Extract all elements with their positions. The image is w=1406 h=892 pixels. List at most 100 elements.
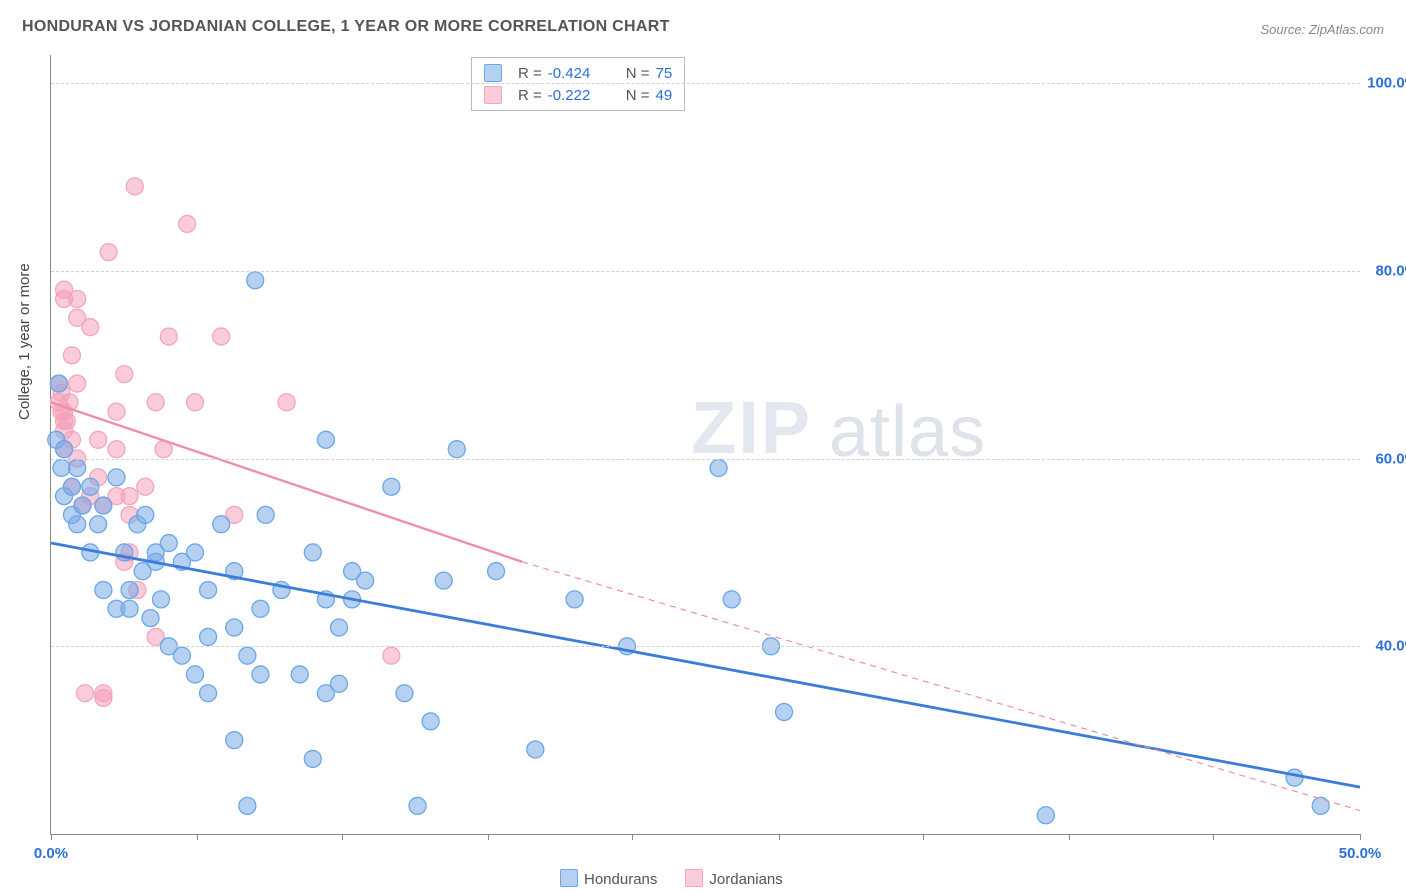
source-name: ZipAtlas.com <box>1309 22 1384 37</box>
x-tick <box>197 834 198 840</box>
scatter-point <box>90 431 107 448</box>
bottom-swatch-jordanians <box>685 869 703 887</box>
scatter-point <box>82 319 99 336</box>
scatter-point <box>422 713 439 730</box>
scatter-point <box>63 478 80 495</box>
scatter-point <box>77 685 94 702</box>
scatter-point <box>137 478 154 495</box>
x-tick-label: 50.0% <box>1339 845 1382 862</box>
scatter-point <box>50 375 67 392</box>
scatter-point <box>186 544 203 561</box>
gridline-h <box>51 271 1360 272</box>
scatter-point <box>1037 807 1054 824</box>
scatter-point <box>357 572 374 589</box>
x-tick <box>488 834 489 840</box>
scatter-point <box>226 619 243 636</box>
scatter-point <box>108 469 125 486</box>
scatter-point <box>200 685 217 702</box>
scatter-point <box>186 394 203 411</box>
scatter-point <box>396 685 413 702</box>
x-tick <box>1213 834 1214 840</box>
scatter-point <box>383 647 400 664</box>
scatter-point <box>200 628 217 645</box>
scatter-point <box>160 535 177 552</box>
bottom-label-hondurans: Hondurans <box>584 871 657 888</box>
x-tick <box>923 834 924 840</box>
scatter-point <box>448 441 465 458</box>
scatter-point <box>257 506 274 523</box>
scatter-point <box>252 666 269 683</box>
scatter-point <box>95 497 112 514</box>
bottom-legend-jordanians: Jordanians <box>685 869 782 888</box>
x-tick <box>1360 834 1361 840</box>
scatter-point <box>142 610 159 627</box>
scatter-point <box>304 750 321 767</box>
scatter-point <box>90 516 107 533</box>
scatter-point <box>53 459 70 476</box>
scatter-point <box>126 178 143 195</box>
scatter-point <box>213 328 230 345</box>
scatter-point <box>330 675 347 692</box>
chart-container: HONDURAN VS JORDANIAN COLLEGE, 1 YEAR OR… <box>0 0 1406 892</box>
gridline-h <box>51 459 1360 460</box>
x-tick <box>1069 834 1070 840</box>
scatter-point <box>100 244 117 261</box>
scatter-point <box>82 478 99 495</box>
bottom-legend: Hondurans Jordanians <box>560 869 783 888</box>
scatter-point <box>69 516 86 533</box>
gridline-h <box>51 83 1360 84</box>
scatter-point <box>723 591 740 608</box>
scatter-point <box>247 272 264 289</box>
scatter-point <box>121 600 138 617</box>
scatter-point <box>330 619 347 636</box>
scatter-point <box>69 375 86 392</box>
x-tick <box>342 834 343 840</box>
scatter-point <box>108 403 125 420</box>
scatter-point <box>69 459 86 476</box>
scatter-point <box>291 666 308 683</box>
trend-line-extrapolated <box>522 562 1360 811</box>
scatter-point <box>173 647 190 664</box>
scatter-point <box>566 591 583 608</box>
x-tick <box>632 834 633 840</box>
scatter-point <box>226 732 243 749</box>
trend-line <box>51 543 1360 787</box>
source-prefix: Source: <box>1260 22 1308 37</box>
scatter-point <box>383 478 400 495</box>
x-tick <box>51 834 52 840</box>
x-tick-label: 0.0% <box>34 845 68 862</box>
scatter-point <box>137 506 154 523</box>
plot-area: ZIP atlas R = -0.424 N = 75 R = -0.222 N… <box>50 55 1360 835</box>
bottom-label-jordanians: Jordanians <box>709 871 782 888</box>
bottom-legend-hondurans: Hondurans <box>560 869 657 888</box>
scatter-point <box>200 581 217 598</box>
scatter-point <box>63 347 80 364</box>
scatter-point <box>186 666 203 683</box>
y-axis-label: College, 1 year or more <box>16 263 33 420</box>
scatter-point <box>239 647 256 664</box>
bottom-swatch-hondurans <box>560 869 578 887</box>
chart-svg <box>51 55 1360 834</box>
scatter-point <box>435 572 452 589</box>
scatter-point <box>108 441 125 458</box>
scatter-point <box>74 497 91 514</box>
scatter-point <box>95 689 112 706</box>
scatter-point <box>710 459 727 476</box>
scatter-point <box>147 394 164 411</box>
scatter-point <box>488 563 505 580</box>
source-attribution: Source: ZipAtlas.com <box>1260 22 1384 37</box>
y-tick-label: 40.0% <box>1375 638 1406 655</box>
scatter-point <box>252 600 269 617</box>
scatter-point <box>116 366 133 383</box>
scatter-point <box>304 544 321 561</box>
scatter-point <box>1312 797 1329 814</box>
scatter-point <box>527 741 544 758</box>
scatter-point <box>160 328 177 345</box>
scatter-point <box>278 394 295 411</box>
x-tick <box>779 834 780 840</box>
scatter-point <box>152 591 169 608</box>
scatter-point <box>58 413 75 430</box>
scatter-point <box>776 703 793 720</box>
scatter-point <box>95 581 112 598</box>
scatter-point <box>239 797 256 814</box>
